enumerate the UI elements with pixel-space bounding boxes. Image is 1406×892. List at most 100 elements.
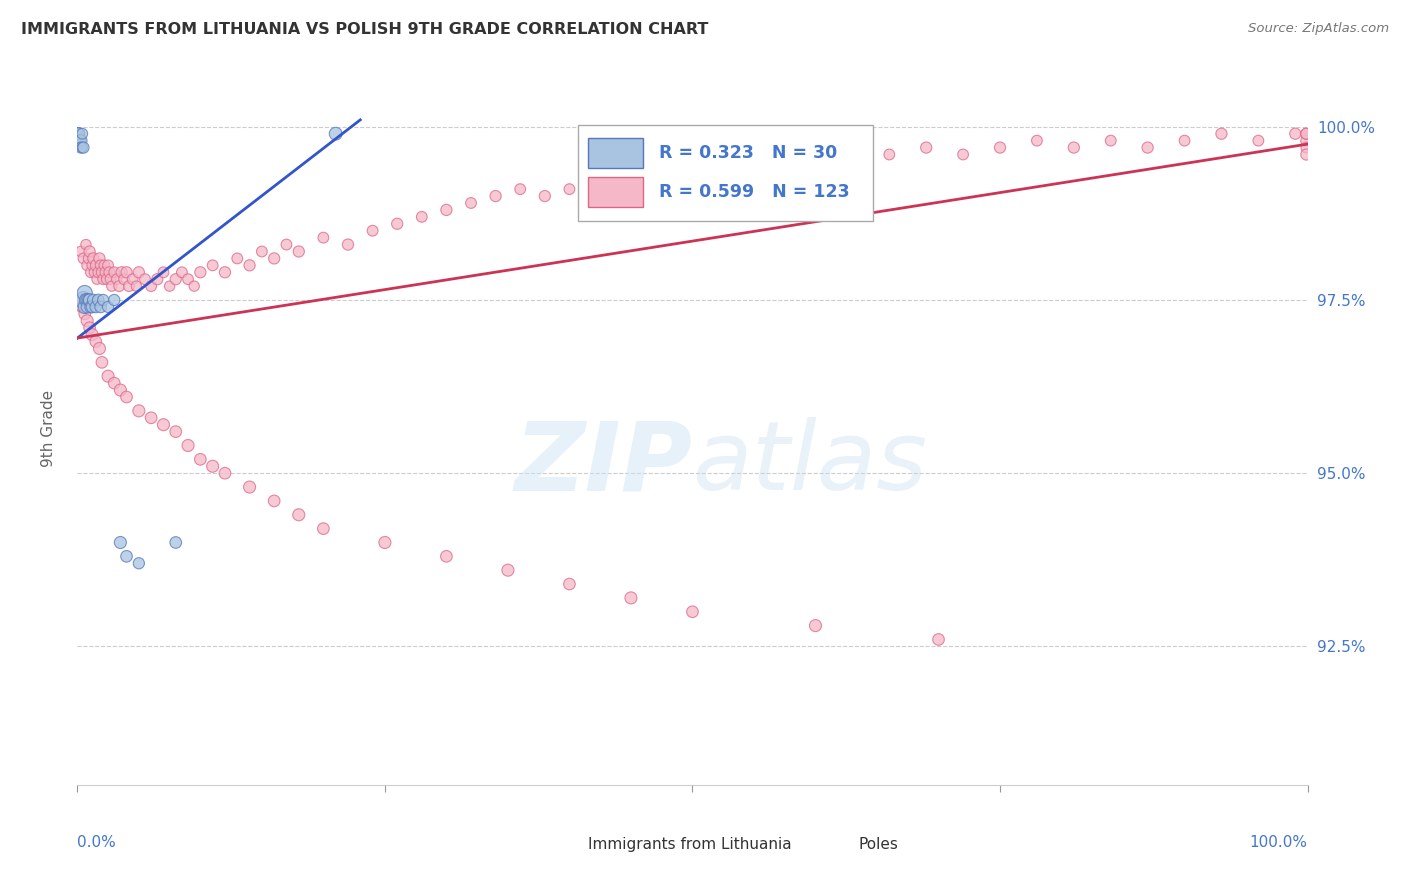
Point <box>460 196 482 211</box>
Point <box>86 272 108 286</box>
Point <box>731 161 754 176</box>
Point <box>879 147 901 161</box>
Point <box>76 314 98 328</box>
Point <box>82 252 104 266</box>
Point <box>804 618 827 632</box>
Point <box>411 210 433 224</box>
Point <box>1295 127 1317 141</box>
Point <box>312 522 335 536</box>
Point <box>112 272 135 286</box>
Point <box>101 279 124 293</box>
Point <box>82 258 104 272</box>
Point <box>988 140 1011 154</box>
Point <box>214 265 236 279</box>
Point <box>288 508 311 522</box>
Point <box>75 237 97 252</box>
Point <box>76 300 98 314</box>
Point <box>165 535 187 549</box>
Text: atlas: atlas <box>693 417 928 510</box>
Point <box>337 237 360 252</box>
Point <box>165 272 187 286</box>
Point <box>90 355 114 369</box>
Point <box>84 300 107 314</box>
Point <box>141 410 163 425</box>
Point <box>103 265 125 279</box>
Point <box>496 563 519 577</box>
FancyBboxPatch shape <box>578 125 873 221</box>
Text: 0.0%: 0.0% <box>77 835 117 850</box>
Text: 100.0%: 100.0% <box>1250 835 1308 850</box>
Point <box>73 300 96 314</box>
FancyBboxPatch shape <box>533 834 575 855</box>
Point <box>177 272 200 286</box>
Point <box>97 300 120 314</box>
Point <box>118 279 141 293</box>
Point <box>100 272 122 286</box>
Point <box>682 605 704 619</box>
Point <box>84 334 107 349</box>
Point <box>111 265 132 279</box>
Point <box>201 459 224 474</box>
Point <box>76 293 98 307</box>
Point <box>72 140 94 154</box>
Point <box>70 300 93 314</box>
Point <box>558 577 581 591</box>
Point <box>115 265 138 279</box>
Point <box>188 452 212 467</box>
Point <box>77 252 100 266</box>
Point <box>534 189 557 203</box>
Point <box>152 417 174 432</box>
Point <box>73 307 96 321</box>
Point <box>73 286 96 301</box>
Point <box>183 279 205 293</box>
Point <box>134 272 156 286</box>
Point <box>115 549 138 564</box>
Point <box>952 147 974 161</box>
Point <box>77 293 100 307</box>
Point <box>87 293 110 307</box>
Y-axis label: 9th Grade: 9th Grade <box>42 390 56 467</box>
Point <box>374 535 396 549</box>
Point <box>89 252 111 266</box>
Point <box>1295 140 1317 154</box>
Point <box>928 632 950 647</box>
Point <box>276 237 298 252</box>
Text: ZIP: ZIP <box>515 417 693 510</box>
Point <box>159 279 181 293</box>
Point <box>768 154 790 169</box>
Point <box>97 258 120 272</box>
Point <box>804 147 827 161</box>
Point <box>214 466 236 480</box>
Point <box>103 376 125 391</box>
Point <box>97 369 120 384</box>
Point <box>1063 140 1085 154</box>
Point <box>69 134 91 148</box>
Point <box>485 189 508 203</box>
Point <box>83 265 105 279</box>
Point <box>84 258 107 272</box>
Point <box>70 244 93 259</box>
Point <box>80 265 103 279</box>
Point <box>67 127 90 141</box>
Point <box>188 265 212 279</box>
Point <box>226 252 249 266</box>
Point <box>1295 127 1317 141</box>
Point <box>90 300 112 314</box>
Point <box>105 272 128 286</box>
Point <box>110 383 132 397</box>
Point <box>82 327 104 342</box>
Point <box>80 300 103 314</box>
Text: Poles: Poles <box>859 837 898 852</box>
Point <box>165 425 187 439</box>
Point <box>70 293 93 307</box>
Point <box>1174 134 1197 148</box>
Point <box>141 279 163 293</box>
Point <box>509 182 531 196</box>
Point <box>91 272 114 286</box>
Point <box>558 182 581 196</box>
Point <box>82 300 104 314</box>
Point <box>90 258 112 272</box>
Text: R = 0.599   N = 123: R = 0.599 N = 123 <box>659 183 849 201</box>
Point <box>1295 134 1317 148</box>
Point <box>89 342 111 356</box>
